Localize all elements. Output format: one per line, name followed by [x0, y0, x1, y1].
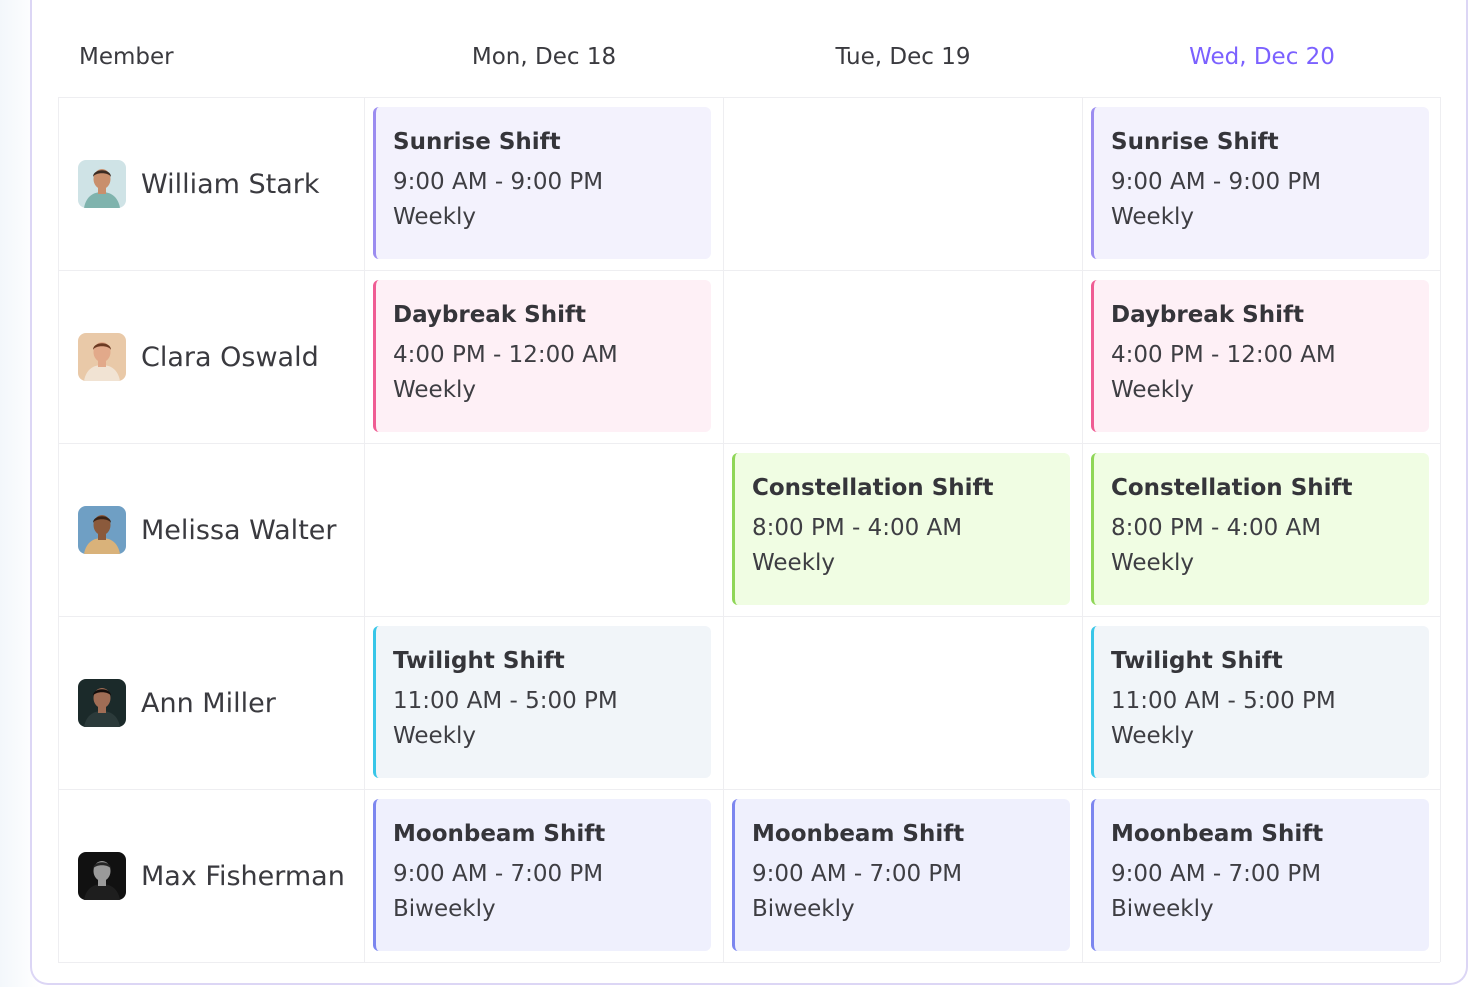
woman-long-hair-avatar-icon [78, 333, 126, 381]
woman-curly-hair-avatar-icon [78, 506, 126, 554]
member-name: Clara Oswald [141, 341, 319, 373]
day-header-1: Mon, Dec 18 [471, 44, 617, 70]
shift-time: 9:00 AM - 7:00 PM [1111, 861, 1322, 887]
member-name: William Stark [141, 168, 320, 200]
man-bearded-avatar-icon [78, 160, 126, 208]
shift-card-sunrise[interactable]: Sunrise Shift 9:00 AM - 9:00 PM Weekly [1091, 107, 1429, 259]
member-row-5[interactable]: Max Fisherman [78, 851, 345, 901]
shift-time: 9:00 AM - 7:00 PM [393, 861, 604, 887]
shift-card-moonbeam[interactable]: Moonbeam Shift 9:00 AM - 7:00 PM Biweekly [373, 799, 711, 951]
shift-card-daybreak[interactable]: Daybreak Shift 4:00 PM - 12:00 AM Weekly [1091, 280, 1429, 432]
shift-card-constellation[interactable]: Constellation Shift 8:00 PM - 4:00 AM Week… [732, 453, 1070, 605]
shift-card-constellation[interactable]: Constellation Shift 8:00 PM - 4:00 AM Week… [1091, 453, 1429, 605]
shift-name: Daybreak Shift [393, 302, 586, 328]
member-name: Melissa Walter [141, 514, 337, 546]
member-row-3[interactable]: Melissa Walter [78, 505, 337, 555]
shift-name: Sunrise Shift [1111, 129, 1279, 155]
member-name: Max Fisherman [141, 860, 345, 892]
shift-time: 11:00 AM - 5:00 PM [393, 688, 618, 714]
shift-frequency: Weekly [393, 377, 477, 403]
shift-time: 9:00 AM - 9:00 PM [1111, 169, 1322, 195]
shift-name: Moonbeam Shift [393, 821, 606, 847]
shift-frequency: Biweekly [1111, 896, 1214, 922]
shift-time: 8:00 PM - 4:00 AM [752, 515, 963, 541]
day-header-2: Tue, Dec 19 [835, 44, 971, 70]
member-row-1[interactable]: William Stark [78, 159, 320, 209]
grid-row-divider [58, 443, 1440, 444]
shift-card-moonbeam[interactable]: Moonbeam Shift 9:00 AM - 7:00 PM Biweekly [1091, 799, 1429, 951]
shift-time: 4:00 PM - 12:00 AM [1111, 342, 1336, 368]
shift-frequency: Weekly [393, 723, 477, 749]
shift-time: 9:00 AM - 9:00 PM [393, 169, 604, 195]
day-header-3: Wed, Dec 20 [1189, 44, 1335, 70]
grid-row-divider [58, 97, 1440, 98]
member-name: Ann Miller [141, 687, 276, 719]
shift-card-sunrise[interactable]: Sunrise Shift 9:00 AM - 9:00 PM Weekly [373, 107, 711, 259]
grid-row-divider [58, 270, 1440, 271]
shift-frequency: Weekly [393, 204, 477, 230]
member-row-2[interactable]: Clara Oswald [78, 332, 319, 382]
grid-column-divider [1082, 97, 1083, 962]
shift-frequency: Biweekly [393, 896, 496, 922]
shift-name: Sunrise Shift [393, 129, 561, 155]
grid-column-divider [1440, 97, 1441, 962]
member-column-header: Member [79, 44, 174, 70]
shift-name: Constellation Shift [752, 475, 994, 501]
shift-card-moonbeam[interactable]: Moonbeam Shift 9:00 AM - 7:00 PM Biweekly [732, 799, 1070, 951]
shift-time: 9:00 AM - 7:00 PM [752, 861, 963, 887]
shift-frequency: Weekly [1111, 723, 1195, 749]
shift-frequency: Weekly [1111, 204, 1195, 230]
shift-name: Twilight Shift [1111, 648, 1283, 674]
shift-card-twilight[interactable]: Twilight Shift 11:00 AM - 5:00 PM Weekly [1091, 626, 1429, 778]
grid-column-divider [58, 97, 59, 962]
shift-frequency: Weekly [752, 550, 836, 576]
shift-name: Moonbeam Shift [752, 821, 965, 847]
woman-dark-portrait-avatar-icon [78, 679, 126, 727]
man-monochrome-avatar-icon [78, 852, 126, 900]
shift-frequency: Biweekly [752, 896, 855, 922]
grid-column-divider [364, 97, 365, 962]
shift-time: 4:00 PM - 12:00 AM [393, 342, 618, 368]
grid-row-divider [58, 962, 1440, 963]
shift-card-daybreak[interactable]: Daybreak Shift 4:00 PM - 12:00 AM Weekly [373, 280, 711, 432]
shift-name: Moonbeam Shift [1111, 821, 1324, 847]
shift-name: Daybreak Shift [1111, 302, 1304, 328]
shift-frequency: Weekly [1111, 377, 1195, 403]
grid-row-divider [58, 616, 1440, 617]
shift-time: 8:00 PM - 4:00 AM [1111, 515, 1322, 541]
shift-frequency: Weekly [1111, 550, 1195, 576]
member-row-4[interactable]: Ann Miller [78, 678, 276, 728]
grid-row-divider [58, 789, 1440, 790]
shift-name: Constellation Shift [1111, 475, 1353, 501]
shift-name: Twilight Shift [393, 648, 565, 674]
grid-column-divider [723, 97, 724, 962]
shift-time: 11:00 AM - 5:00 PM [1111, 688, 1336, 714]
shift-card-twilight[interactable]: Twilight Shift 11:00 AM - 5:00 PM Weekly [373, 626, 711, 778]
